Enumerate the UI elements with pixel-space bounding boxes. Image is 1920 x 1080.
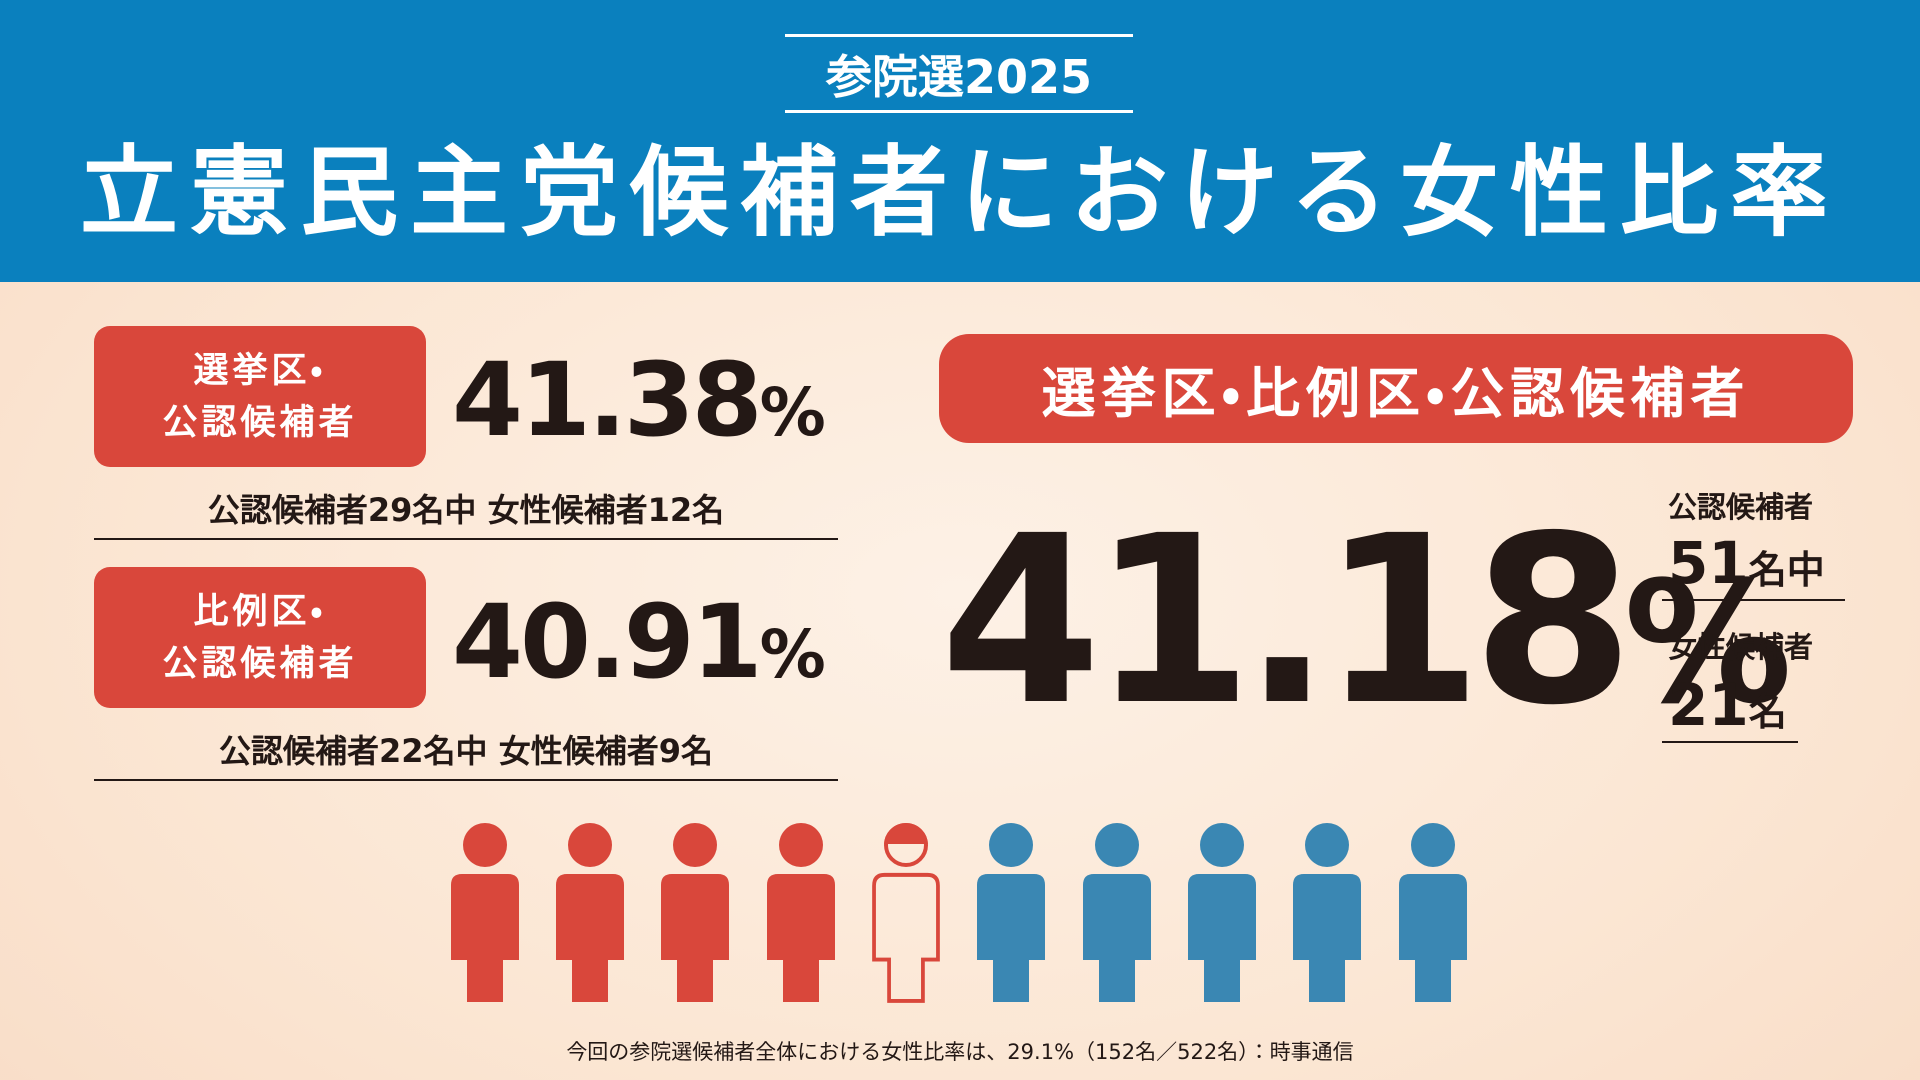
rule: [94, 538, 838, 540]
count-unit: 名: [1748, 690, 1787, 734]
candidates-label: 公認候補者: [1668, 490, 1814, 524]
candidates-count: 51名中: [1668, 534, 1825, 592]
rate-number: 41.18: [940, 486, 1634, 756]
title: 立憲民主党候補者における女性比率: [79, 136, 1840, 250]
rate-unit: %: [759, 616, 826, 693]
district-detail: 公認候補者29名中 女性候補者12名: [207, 491, 725, 529]
rate-unit: %: [759, 374, 826, 451]
female-icons: [451, 823, 835, 1002]
tag-line: 選挙区・: [193, 350, 327, 391]
footnote: 今回の参院選候補者全体における女性比率は、29.1%（152名／522名）：時事…: [566, 1040, 1354, 1064]
total-rate: 41.18%: [940, 505, 1792, 737]
tag-line: 公認候補者: [162, 402, 358, 443]
male-icons: [977, 823, 1467, 1002]
rule: [94, 779, 838, 781]
count-unit: 名中: [1748, 548, 1825, 592]
partial-person: [872, 823, 940, 1003]
header-band: [0, 0, 1920, 282]
count-number: 21: [1668, 671, 1749, 739]
district-rate: 41.38%: [452, 350, 826, 452]
district-tag: 選挙区・ 公認候補者: [94, 326, 426, 467]
person: [556, 823, 624, 1002]
person: [661, 823, 729, 1002]
rate-unit: %: [1623, 545, 1793, 741]
women-count: 21名: [1668, 676, 1787, 734]
rule: [1662, 741, 1798, 743]
total-label: 選挙区・比例区・公認候補者: [939, 334, 1853, 443]
person: [1188, 823, 1256, 1002]
person: [977, 823, 1045, 1002]
rate-number: 40.91: [452, 583, 763, 702]
person: [451, 823, 519, 1002]
count-number: 51: [1668, 529, 1749, 597]
person: [1293, 823, 1361, 1002]
person: [1083, 823, 1151, 1002]
proportional-detail: 公認候補者22名中 女性候補者9名: [219, 732, 713, 770]
proportional-tag: 比例区・ 公認候補者: [94, 567, 426, 708]
tag-line: 比例区・: [193, 591, 327, 632]
tag-line: 公認候補者: [162, 643, 358, 684]
kicker: 参院選2025: [785, 34, 1133, 113]
rule: [1662, 599, 1845, 601]
person: [1399, 823, 1467, 1002]
rate-number: 41.38: [452, 341, 763, 460]
people-icons: [451, 823, 1467, 1003]
proportional-rate: 40.91%: [452, 592, 826, 694]
women-label: 女性候補者: [1668, 630, 1814, 664]
person: [767, 823, 835, 1002]
